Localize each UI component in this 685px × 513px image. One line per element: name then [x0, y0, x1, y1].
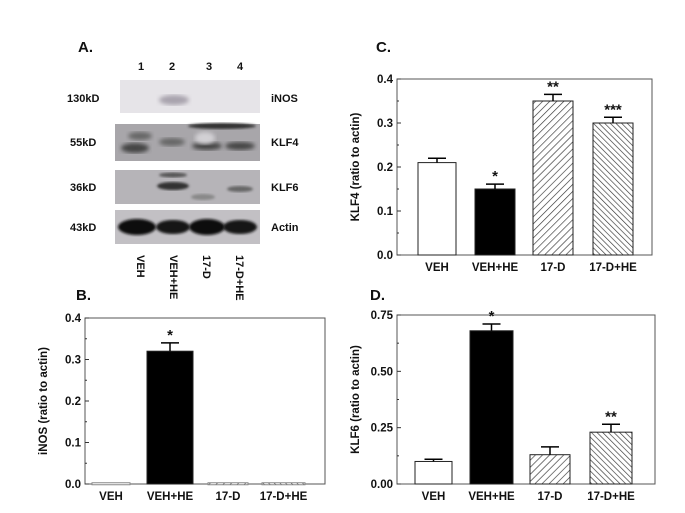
lane-label: VEH — [134, 255, 146, 278]
bar-17-d-plus-he — [592, 122, 634, 256]
blot-band — [189, 219, 225, 235]
y-tick-label: 0.0 — [377, 250, 393, 262]
bar-veh — [417, 162, 457, 256]
mw-label: 130kD — [67, 93, 99, 105]
bar-chart-c: C. 0.0 0.1 0.2 0.3 0.4 KLF4 (ratio to actin) VE… — [350, 39, 653, 274]
protein-label: Actin — [271, 222, 299, 234]
y-tick-label: 0.3 — [65, 355, 81, 367]
x-tick-label: 17-D+HE — [589, 262, 637, 274]
x-tick-label: VEH+HE — [147, 491, 194, 503]
protein-label: KLF6 — [271, 182, 299, 194]
blot-band — [223, 220, 257, 234]
bar-17-d-plus-he — [589, 431, 633, 485]
y-tick-label: 0.1 — [377, 206, 394, 218]
x-tick-label: VEH — [422, 491, 446, 503]
x-tick-label: VEH — [425, 262, 449, 274]
blot-band — [159, 138, 185, 146]
significance-marker: * — [489, 308, 495, 325]
bar-veh — [91, 482, 131, 486]
bar-17-d — [532, 100, 574, 256]
blot-strip-inos — [120, 80, 260, 113]
y-tick-label: 0.4 — [377, 74, 394, 86]
mw-label: 43kD — [70, 222, 96, 234]
x-tick-label: VEH+HE — [472, 262, 519, 274]
x-tick-label: 17-D — [541, 262, 566, 274]
y-tick-label: 0.2 — [65, 396, 81, 408]
significance-marker: * — [492, 168, 498, 185]
protein-label: KLF4 — [271, 137, 299, 149]
mw-label: 55kD — [70, 137, 96, 149]
lane-number: 1 — [138, 61, 144, 73]
blot-band — [128, 132, 152, 140]
lane-label: 17-D+HE — [233, 255, 245, 301]
blot-band — [227, 186, 253, 192]
y-tick-label: 0.3 — [377, 118, 393, 130]
x-tick-label: 17-D+HE — [260, 491, 308, 503]
x-tick-label: VEH — [99, 491, 123, 503]
blot-band — [225, 142, 255, 150]
lane-label: 17-D — [200, 255, 212, 279]
bar-veh-plus-he — [474, 188, 516, 256]
western-blot-panel: A. 1 2 3 4 130kD 55kD 36kD 43kD iNOS K — [67, 39, 299, 301]
x-tick-label: 17-D — [538, 491, 563, 503]
mw-label: 36kD — [70, 182, 96, 194]
blot-band — [118, 219, 156, 235]
y-tick-label: 0.4 — [65, 313, 82, 325]
bar-17-d-plus-he — [261, 482, 306, 486]
blot-band — [156, 220, 190, 234]
y-tick-label: 0.75 — [371, 310, 394, 322]
x-tick-label: 17-D — [216, 491, 241, 503]
y-axis-label: KLF6 (ratio to actin) — [350, 345, 362, 454]
bar-17-d — [529, 454, 571, 485]
panel-label-a: A. — [78, 39, 93, 56]
blot-band — [157, 182, 189, 190]
blot-band — [191, 194, 215, 200]
bar-chart-b: B. 0.0 0.1 0.2 0.3 0.4 iNOS (ratio to actin) VE… — [38, 287, 326, 503]
significance-marker: *** — [604, 101, 622, 118]
y-tick-label: 0.2 — [377, 162, 393, 174]
blot-band — [188, 123, 256, 129]
panel-label-c: C. — [376, 39, 391, 56]
blot-band — [159, 172, 187, 178]
y-tick-label: 0.00 — [371, 479, 393, 491]
plot-frame — [84, 317, 326, 485]
lane-number: 4 — [237, 61, 244, 73]
significance-marker: ** — [547, 78, 559, 95]
bar-chart-d: D. 0.00 0.25 0.50 0.75 KLF6 (ratio to actin) V… — [350, 287, 656, 503]
protein-label: iNOS — [271, 93, 298, 105]
lane-number: 3 — [206, 61, 212, 73]
panel-label-b: B. — [76, 287, 91, 304]
y-axis-label: iNOS (ratio to actin) — [38, 347, 50, 455]
bar-veh-plus-he — [146, 350, 194, 485]
blot-band — [192, 142, 222, 150]
significance-marker: * — [167, 327, 173, 344]
lane-label: VEH+HE — [167, 255, 179, 299]
lane-number: 2 — [169, 61, 175, 73]
y-axis-label: KLF4 (ratio to actin) — [350, 113, 362, 222]
blot-band — [121, 143, 149, 153]
blot-artifact — [195, 132, 215, 144]
bar-veh — [414, 460, 453, 485]
x-tick-label: 17-D+HE — [587, 491, 635, 503]
y-tick-label: 0.25 — [371, 423, 394, 435]
bar-17-d — [207, 482, 249, 486]
blot-band — [159, 95, 189, 105]
y-tick-label: 0.1 — [65, 438, 82, 450]
bar-veh-plus-he — [469, 330, 514, 485]
x-tick-label: VEH+HE — [468, 491, 515, 503]
significance-marker: ** — [605, 408, 617, 425]
y-tick-label: 0.50 — [371, 366, 393, 378]
y-tick-label: 0.0 — [65, 479, 81, 491]
panel-label-d: D. — [370, 287, 385, 304]
